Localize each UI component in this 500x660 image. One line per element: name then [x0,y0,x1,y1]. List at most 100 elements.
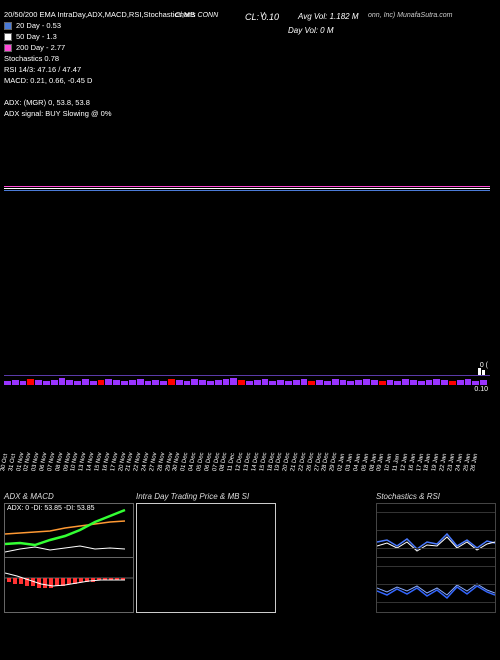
volume-bar [223,379,230,385]
volume-bar [355,380,362,385]
volume-bar [472,381,479,385]
volume-bar [457,380,464,385]
volume-bar [191,379,198,385]
adx-lines [5,504,134,558]
intraday-title: Intra Day Trading Price & MB SI [136,492,276,501]
volume-bars [4,375,490,385]
macd-chart [4,558,134,613]
volume-bar [105,379,112,385]
adx-title: ADX & MACD [4,492,134,501]
volume-bar [480,380,487,385]
volume-bar [129,380,136,385]
volume-bar [51,380,58,385]
subpanels: ADX & MACD ADX: 0 -DI: 53.85 -DI: 53.85 … [4,492,496,632]
volume-bar [113,380,120,385]
legend: 20 Day - 0.53 50 Day - 1.3 200 Day - 2.77 [4,21,496,52]
volume-bar [207,381,214,385]
info-line: Stochastics 0.78 [4,54,496,63]
volume-bar [4,381,11,385]
volume-bar [27,379,34,385]
adx-label: ADX: 0 -DI: 53.85 -DI: 53.85 [7,505,95,512]
volume-bar [301,379,308,385]
volume-bar [230,378,237,385]
legend-item: 50 Day - 1.3 [4,32,496,41]
legend-text: 200 Day - 2.77 [16,43,65,52]
volume-bar [402,379,409,385]
v-label: V [260,12,265,19]
intraday-chart [136,503,276,613]
volume-bar [277,380,284,385]
volume-bar [215,380,222,385]
ema200-line [4,186,490,187]
volume-bar [98,380,105,385]
volume-bar [387,380,394,385]
volume-bar [90,381,97,385]
price-tick-bot: 0.10 [474,386,488,393]
info-line [4,87,496,96]
volume-bar [426,380,433,385]
volume-bar [433,379,440,385]
volume-bar [441,380,448,385]
adx-macd-panel: ADX & MACD ADX: 0 -DI: 53.85 -DI: 53.85 [4,492,134,632]
volume-bar [269,381,276,385]
legend-text: 20 Day - 0.53 [16,21,61,30]
adx-chart: ADX: 0 -DI: 53.85 -DI: 53.85 [4,503,134,558]
volume-bar [184,381,191,385]
ema20-line [4,190,490,191]
volume-bar [59,378,66,385]
volume-bar [418,381,425,385]
volume-bar [160,381,167,385]
legend-text: 50 Day - 1.3 [16,32,57,41]
stoch-chart-top: 805020 [376,503,496,558]
volume-bar [293,380,300,385]
volume-bar [410,380,417,385]
volume-bar [340,380,347,385]
legend-item: 20 Day - 0.53 [4,21,496,30]
ema50-line [4,188,490,189]
volume-bar [238,380,245,385]
volume-bar [246,381,253,385]
volume-bar [449,381,456,385]
volume-bar [363,379,370,385]
volume-bar [121,381,128,385]
volume-bar [43,381,50,385]
volume-bar [332,379,339,385]
volume-bar [20,381,27,385]
intraday-panel: Intra Day Trading Price & MB SI [136,492,276,632]
volume-bar [308,381,315,385]
macd-lines [5,558,134,613]
day-volume: Day Vol: 0 M [288,26,334,35]
date-axis: 27 Oct30 Oct31 Oct01 Nov02 Nov03 Nov06 N… [4,455,490,485]
symbol-label: Charts CONN [175,12,218,19]
volume-bar [137,379,144,385]
volume-bar [465,379,472,385]
volume-bar [145,381,152,385]
volume-bar [324,381,331,385]
watermark: onn, Inc) MunafaSutra.com [368,12,452,19]
volume-bar [82,379,89,385]
volume-bar [347,381,354,385]
volume-bar [316,380,323,385]
legend-swatch [4,44,12,52]
stoch-chart-bot: 805020 [376,558,496,613]
stoch-title: Stochastics & RSI [376,492,496,501]
volume-bar [254,380,261,385]
volume-bar [12,380,19,385]
stochastics-panel: Stochastics & RSI 805020 805020 [376,492,496,632]
volume-bar [394,381,401,385]
volume-bar [66,380,73,385]
volume-bar [199,380,206,385]
volume-bar [152,380,159,385]
legend-item: 200 Day - 2.77 [4,43,496,52]
legend-swatch [4,33,12,41]
volume-line [4,375,490,376]
volume-bar [379,381,386,385]
volume-bar [35,380,42,385]
volume-bar [285,381,292,385]
volume-bar [176,380,183,385]
volume-bar [168,379,175,385]
legend-swatch [4,22,12,30]
avg-volume: Avg Vol: 1.182 M [298,12,358,21]
volume-bar [371,380,378,385]
volume-bar [262,379,269,385]
